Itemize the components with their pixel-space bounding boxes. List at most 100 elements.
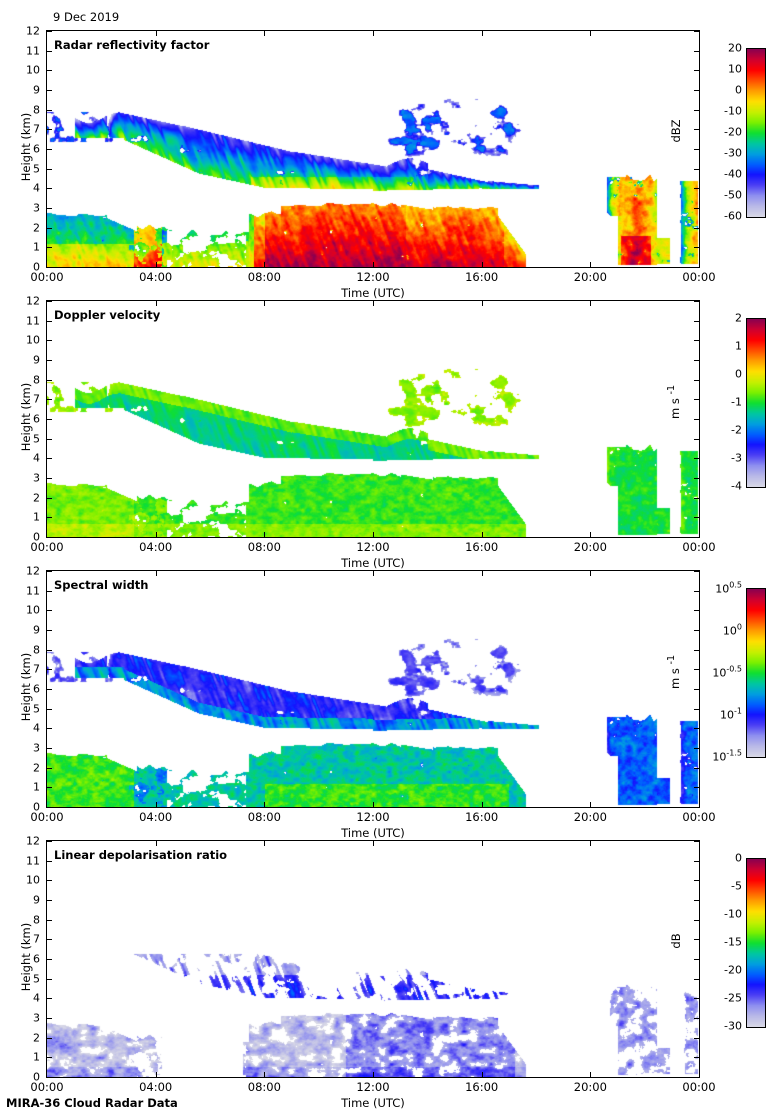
- y-axis-tick-label: 8: [33, 103, 40, 117]
- y-axis-tick-mark: [47, 610, 52, 611]
- y-axis-tick-label: 9: [33, 893, 40, 907]
- y-axis-tick-mark-right: [694, 169, 699, 170]
- x-axis-tick-label: 04:00: [139, 540, 173, 554]
- y-axis-tick-mark-right: [694, 979, 699, 980]
- x-axis-label: Time (UTC): [341, 286, 405, 300]
- y-axis-tick-label: 2: [33, 221, 40, 235]
- x-axis-tick-mark-top: [482, 31, 483, 36]
- y-axis-tick-mark: [47, 208, 52, 209]
- x-axis-tick-label: 08:00: [247, 810, 281, 824]
- y-axis-tick-mark-right: [694, 610, 699, 611]
- y-axis-tick-label: 7: [33, 932, 40, 946]
- y-axis-tick-mark: [47, 537, 52, 538]
- colorbar-tick-label: -25: [724, 991, 742, 1005]
- y-axis-tick-mark-right: [694, 768, 699, 769]
- x-axis-tick-mark-top: [156, 571, 157, 576]
- x-axis-tick-label: 00:00: [682, 810, 716, 824]
- x-axis-tick-label: 00:00: [30, 1080, 64, 1094]
- y-axis-tick-label: 6: [33, 412, 40, 426]
- figure-footer: MIRA-36 Cloud Radar Data: [6, 1096, 178, 1110]
- y-axis-tick-mark-right: [694, 208, 699, 209]
- y-axis-tick-mark-right: [694, 399, 699, 400]
- y-axis-tick-mark-right: [694, 380, 699, 381]
- colorbar-tick-label: -10: [724, 907, 742, 921]
- x-axis-tick-label: 20:00: [573, 540, 607, 554]
- y-axis-tick-mark: [47, 247, 52, 248]
- y-axis-tick-mark-right: [694, 188, 699, 189]
- y-axis-tick-mark: [47, 498, 52, 499]
- colorbar-tick-label: 20: [728, 41, 742, 55]
- y-axis-tick-mark: [47, 149, 52, 150]
- y-axis-tick-mark-right: [694, 1038, 699, 1039]
- y-axis-tick-mark: [47, 90, 52, 91]
- x-axis-tick-label: 08:00: [247, 270, 281, 284]
- y-axis-tick-label: 8: [33, 643, 40, 657]
- y-axis-label: Height (km): [19, 112, 33, 182]
- y-axis-tick-label: 5: [33, 972, 40, 986]
- x-axis-tick-mark-top: [156, 841, 157, 846]
- panel-spectral-width: Spectral width 0 1 2 3 4 5 6 7 8 9 10 11 12 Height (k…: [0, 540, 780, 840]
- y-axis-tick-label: 11: [26, 584, 40, 598]
- x-axis-tick-label: 12:00: [356, 810, 390, 824]
- y-axis-tick-mark: [47, 1038, 52, 1039]
- y-axis-tick-mark-right: [694, 571, 699, 572]
- colorbar-tick-label: -10: [724, 104, 742, 118]
- y-axis-tick-label: 11: [26, 314, 40, 328]
- x-axis-tick-label: 04:00: [139, 810, 173, 824]
- y-axis-tick-label: 3: [33, 471, 40, 485]
- y-axis-tick-label: 10: [26, 333, 40, 347]
- y-axis-tick-mark-right: [694, 1018, 699, 1019]
- x-axis-tick-mark-top: [373, 31, 374, 36]
- y-axis-tick-mark-right: [694, 807, 699, 808]
- y-axis-tick-mark-right: [694, 861, 699, 862]
- colorbar-1: [746, 318, 766, 488]
- y-axis-tick-mark-right: [694, 880, 699, 881]
- y-axis-tick-mark-right: [694, 939, 699, 940]
- y-axis-tick-label: 11: [26, 44, 40, 58]
- x-axis-tick-mark: [590, 532, 591, 537]
- x-axis-tick-mark: [590, 802, 591, 807]
- heatmap-canvas-wrap-3: [47, 841, 699, 1077]
- y-axis-tick-label: 7: [33, 392, 40, 406]
- colorbar-tick-label: -20: [724, 125, 742, 139]
- y-axis-tick-label: 11: [26, 854, 40, 868]
- y-axis-tick-mark-right: [694, 537, 699, 538]
- colorbar-axis-label: m s -1: [666, 384, 682, 419]
- x-axis-tick-label: 16:00: [465, 270, 499, 284]
- y-axis-tick-label: 1: [33, 240, 40, 254]
- y-axis-tick-label: 3: [33, 741, 40, 755]
- panel-title-0: Radar reflectivity factor: [54, 38, 210, 52]
- y-axis-tick-label: 2: [33, 1031, 40, 1045]
- y-axis-tick-mark-right: [694, 1057, 699, 1058]
- y-axis-tick-label: 5: [33, 702, 40, 716]
- y-axis-tick-mark: [47, 768, 52, 769]
- x-axis-tick-mark-top: [482, 571, 483, 576]
- x-axis-tick-label: 04:00: [139, 270, 173, 284]
- x-axis-tick-mark: [156, 802, 157, 807]
- x-axis-tick-label: 00:00: [682, 1080, 716, 1094]
- colorbar-tick-label: 10: [728, 62, 742, 76]
- x-axis-tick-mark: [156, 1072, 157, 1077]
- y-axis-tick-label: 10: [26, 873, 40, 887]
- y-axis-tick-label: 9: [33, 623, 40, 637]
- y-axis-tick-mark: [47, 110, 52, 111]
- y-axis-tick-mark-right: [694, 498, 699, 499]
- y-axis-tick-mark-right: [694, 728, 699, 729]
- y-axis-tick-label: 7: [33, 122, 40, 136]
- colorbar-tick-label: -30: [724, 146, 742, 160]
- x-axis-tick-mark: [373, 532, 374, 537]
- y-axis-tick-mark: [47, 458, 52, 459]
- y-axis-tick-mark-right: [694, 650, 699, 651]
- y-axis-tick-mark-right: [694, 959, 699, 960]
- y-axis-tick-mark-right: [694, 689, 699, 690]
- x-axis-tick-mark-top: [590, 571, 591, 576]
- y-axis-tick-mark: [47, 1018, 52, 1019]
- y-axis-tick-mark-right: [694, 70, 699, 71]
- x-axis-tick-label: 20:00: [573, 810, 607, 824]
- y-axis-tick-label: 3: [33, 1011, 40, 1025]
- y-axis-tick-label: 7: [33, 662, 40, 676]
- heatmap-spectral-width: [47, 571, 699, 807]
- x-axis-tick-label: 20:00: [573, 1080, 607, 1094]
- x-axis-tick-mark-top: [264, 301, 265, 306]
- y-axis-tick-mark: [47, 650, 52, 651]
